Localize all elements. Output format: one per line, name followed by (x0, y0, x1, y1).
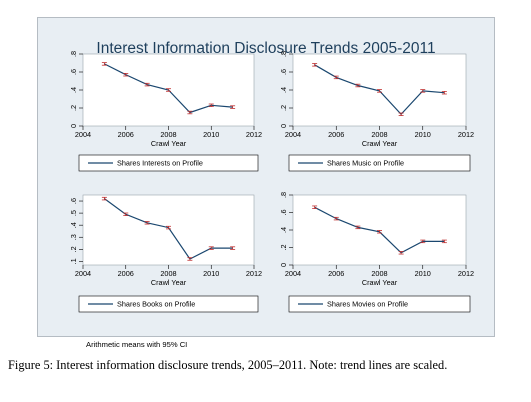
x-axis-title: Crawl Year (151, 278, 187, 287)
x-tick-label: 2010 (415, 269, 431, 278)
y-tick-label: .2 (69, 246, 78, 252)
y-tick-label: .4 (279, 227, 288, 233)
y-tick-label: .8 (69, 51, 78, 57)
y-tick-label: .6 (69, 198, 78, 204)
x-tick-label: 2012 (246, 269, 262, 278)
y-tick-label: .5 (69, 210, 78, 216)
x-tick-label: 2012 (458, 130, 474, 139)
legend-box (288, 154, 471, 172)
x-tick-label: 2004 (75, 269, 91, 278)
y-tick-label: 0 (279, 263, 288, 267)
y-tick-label: .4 (69, 222, 78, 228)
y-tick-label: .6 (279, 69, 288, 75)
x-axis-title: Crawl Year (362, 278, 398, 287)
x-tick-label: 2008 (371, 269, 387, 278)
legend-box (78, 295, 259, 313)
x-tick-label: 2008 (160, 130, 176, 139)
figure-title: Interest Information Disclosure Trends 2… (96, 40, 436, 57)
y-tick-label: .3 (69, 234, 78, 240)
x-tick-label: 2008 (371, 130, 387, 139)
legend-label: Shares Music on Profile (327, 159, 404, 168)
charts-svg: 0 .2 .4 .6 .8 2004 2006 2008 2010 2012 Crawl Year S… (69, 51, 474, 313)
y-tick-label: .8 (279, 51, 288, 57)
x-tick-label: 2012 (458, 269, 474, 278)
figure-caption: Figure 5: Interest information disclosur… (8, 358, 448, 372)
y-tick-label: .4 (279, 87, 288, 93)
x-tick-label: 2004 (75, 130, 91, 139)
y-tick-label: .2 (279, 244, 288, 250)
y-tick-label: 0 (69, 124, 78, 128)
y-tick-label: .2 (279, 105, 288, 111)
legend-label: Shares Books on Profile (117, 300, 195, 309)
figure-panel: Interest Information Disclosure Trends 2… (37, 17, 495, 349)
x-tick-label: 2006 (118, 269, 134, 278)
x-tick-label: 2006 (118, 130, 134, 139)
y-tick-label: .6 (69, 69, 78, 75)
x-tick-label: 2006 (328, 130, 344, 139)
x-tick-label: 2010 (203, 269, 219, 278)
x-tick-label: 2012 (246, 130, 262, 139)
legend-box (288, 295, 471, 313)
figure-note: Arithmetic means with 95% CI (86, 340, 188, 349)
legend-label: Shares Interests on Profile (117, 159, 203, 168)
y-tick-label: .6 (279, 209, 288, 215)
plot-area (82, 194, 255, 266)
legend-box (78, 154, 259, 172)
x-tick-label: 2010 (203, 130, 219, 139)
x-axis-title: Crawl Year (151, 139, 187, 148)
y-tick-label: 0 (279, 124, 288, 128)
legend-label: Shares Movies on Profile (327, 300, 408, 309)
y-tick-label: .1 (69, 258, 78, 264)
x-axis-title: Crawl Year (362, 139, 398, 148)
plot-area (292, 194, 467, 266)
x-tick-label: 2004 (285, 269, 301, 278)
y-tick-label: .8 (279, 192, 288, 198)
x-tick-label: 2010 (415, 130, 431, 139)
x-tick-label: 2008 (160, 269, 176, 278)
y-tick-label: .4 (69, 87, 78, 93)
x-tick-label: 2004 (285, 130, 301, 139)
y-tick-label: .2 (69, 105, 78, 111)
x-tick-label: 2006 (328, 269, 344, 278)
